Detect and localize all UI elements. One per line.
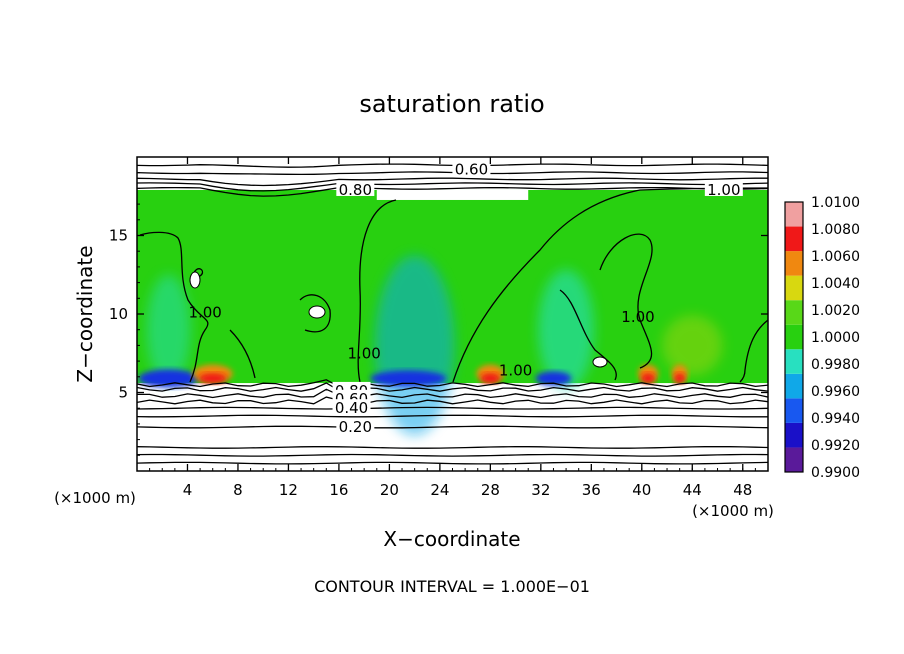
y-tick-label: 5 — [118, 384, 128, 402]
dry-bubble — [592, 356, 608, 368]
colorbar-segment — [785, 251, 803, 276]
saturation-field — [137, 189, 768, 436]
x-tick-label: 12 — [279, 481, 298, 499]
contour-label: 0.80 — [339, 181, 372, 199]
supersaturated-patch — [641, 373, 656, 384]
colorbar-frame — [784, 201, 804, 473]
contour-label: 1.00 — [188, 303, 221, 321]
dry-bubble — [189, 271, 201, 289]
colorbar-segment — [785, 275, 803, 301]
x-tick-label: 36 — [582, 481, 601, 499]
chart-title: saturation ratio — [359, 90, 544, 118]
supersaturated-patch — [198, 373, 227, 384]
x-tick-label: 24 — [430, 481, 449, 499]
colorbar-label: 1.0100 — [811, 195, 860, 211]
contour-label: 0.60 — [455, 161, 488, 179]
contour-label: 1.00 — [621, 308, 654, 326]
y-unit-label: (×1000 m) — [54, 489, 136, 507]
contour-line — [139, 231, 209, 383]
colorbar-label: 0.9980 — [811, 357, 860, 373]
subsaturated-region — [146, 274, 191, 385]
subsaturated-region — [538, 269, 595, 390]
contour-line — [137, 461, 768, 465]
contour-label-bg — [332, 399, 371, 415]
contour-label: 0.20 — [339, 418, 372, 436]
colorbar-segment — [785, 202, 803, 227]
contour-line — [739, 319, 768, 383]
x-tick-label: 32 — [531, 481, 550, 499]
contour-line — [299, 294, 331, 333]
contour-line — [137, 379, 768, 388]
y-tick-label: 10 — [109, 305, 128, 323]
x-tick-label: 8 — [233, 481, 243, 499]
contour-labels: 0.600.801.001.001.001.001.000.800.600.40… — [188, 160, 743, 436]
contour-line — [137, 182, 768, 192]
contour-line — [137, 453, 768, 457]
subsaturated-patch — [535, 371, 572, 386]
colorbar-label: 1.0060 — [811, 249, 860, 265]
x-tick-label: 20 — [380, 481, 399, 499]
colorbar-segment — [785, 422, 803, 448]
contour-label: 0.40 — [335, 399, 368, 417]
contour-line — [137, 382, 768, 392]
supersaturated-region — [662, 315, 723, 376]
contour-line — [229, 329, 256, 379]
x-axis: 4 8 12 16 20 24 28 32 36 40 44 48 — [149, 157, 756, 499]
colorbar-label: 0.9960 — [811, 384, 860, 400]
x-tick-label: 48 — [733, 481, 752, 499]
subsaturated-patch — [370, 370, 447, 387]
colorbar-label: 0.9920 — [811, 438, 860, 454]
contour-line — [559, 289, 617, 381]
x-tick-label: 28 — [481, 481, 500, 499]
contour-label-bg — [336, 418, 375, 434]
contour-label: 1.00 — [499, 362, 532, 380]
x-tick-label: 16 — [329, 481, 348, 499]
contour-line — [137, 406, 768, 410]
x-unit-label: (×1000 m) — [692, 502, 774, 520]
subsaturated-patch — [138, 369, 199, 388]
contour-line — [137, 388, 768, 399]
contour-line — [137, 425, 768, 429]
y-tick-label: 15 — [109, 227, 128, 245]
colorbar-segment — [785, 349, 803, 374]
x-tick-label: 4 — [183, 481, 193, 499]
colorbar-segment — [785, 226, 803, 252]
colorbar-label: 1.0000 — [811, 330, 860, 346]
dry-gap — [376, 189, 529, 200]
supersaturated-patch — [674, 373, 686, 384]
colorbar-label: 0.9900 — [811, 465, 860, 481]
x-tick-label: 44 — [683, 481, 702, 499]
x-tick-label: 40 — [632, 481, 651, 499]
contour-label: 1.00 — [707, 181, 740, 199]
colorbar-segment — [785, 447, 803, 472]
contour-line — [599, 233, 653, 369]
contour-line — [137, 396, 768, 405]
y-axis-label: Z−coordinate — [73, 245, 97, 382]
colorbar-label: 1.0080 — [811, 222, 860, 238]
plot-area: 0.600.801.001.001.001.001.000.800.600.40… — [136, 156, 769, 472]
contour-label-bg — [704, 180, 743, 196]
colorbar-segment — [785, 373, 803, 399]
colorbar-segment — [785, 398, 803, 423]
colorbar-label: 0.9940 — [811, 411, 860, 427]
contour-interval-note: CONTOUR INTERVAL = 1.000E−01 — [314, 577, 590, 596]
colorbar: 0.9900 0.9920 0.9940 0.9960 0.9980 1.0000 1.00… — [784, 195, 860, 481]
y-axis: 5 10 15 — [109, 172, 768, 456]
contour-line — [137, 186, 768, 197]
contour-line — [137, 446, 768, 449]
colorbar-label: 1.0040 — [811, 276, 860, 292]
supersaturated-patch — [480, 373, 501, 384]
x-axis-label: X−coordinate — [383, 527, 520, 551]
contour-label-bg — [336, 180, 375, 196]
colorbar-label: 1.0020 — [811, 303, 860, 319]
colorbar-segment — [785, 324, 803, 350]
colorbar-segment — [785, 300, 803, 325]
contour-line — [137, 177, 768, 187]
contour-line — [137, 414, 768, 418]
contour-label: 1.00 — [347, 344, 380, 362]
dry-bubble — [308, 305, 326, 319]
contour-line — [357, 199, 397, 383]
contour-label-bg — [452, 160, 491, 176]
